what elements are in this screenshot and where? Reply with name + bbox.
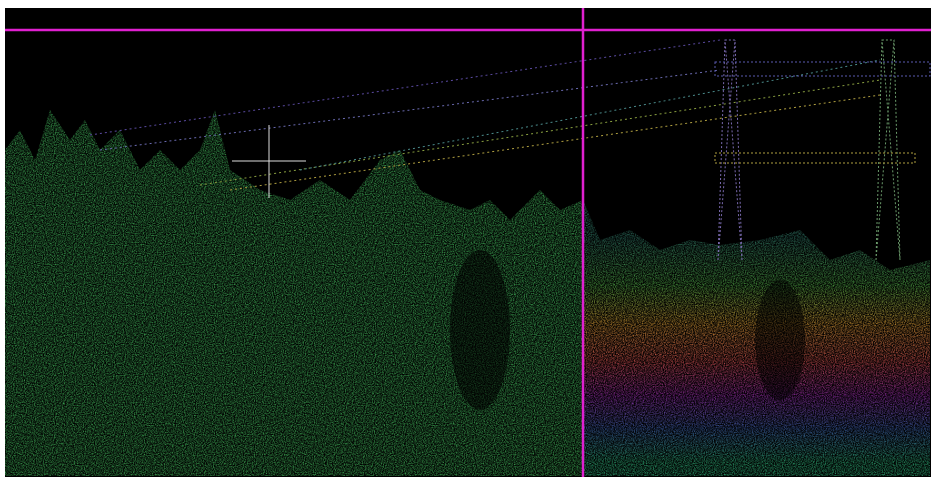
gap <box>450 250 510 410</box>
vegetation-left <box>5 8 583 477</box>
page: Point cloud view {} html, body { margin:… <box>0 0 936 479</box>
vegetation-right <box>583 8 931 477</box>
viewport <box>0 0 936 479</box>
point-cloud <box>5 8 931 477</box>
gap <box>755 280 805 400</box>
body <box>0 0 936 479</box>
